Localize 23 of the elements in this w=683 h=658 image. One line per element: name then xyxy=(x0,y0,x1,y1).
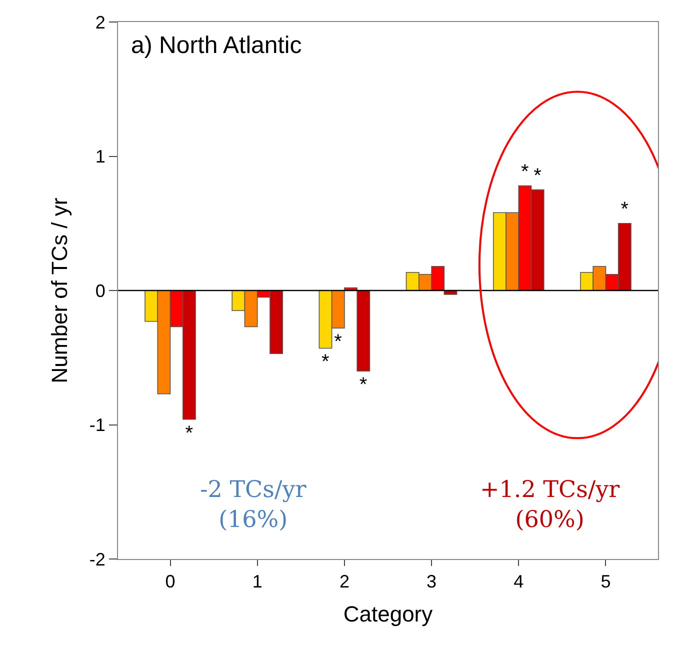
annotation: -2 TCs/yr (16%) xyxy=(200,477,306,533)
annotation: +1.2 TCs/yr (60%) xyxy=(480,477,620,533)
x-tick-label: 1 xyxy=(252,572,262,592)
data-label: * xyxy=(620,198,629,220)
y-tick-label: -1 xyxy=(89,415,106,436)
x-axis-title: Category xyxy=(343,602,433,626)
x-tick-label: 0 xyxy=(165,572,176,592)
y-tick-label: 2 xyxy=(95,12,106,32)
data-label: * xyxy=(185,422,194,444)
data-label: * xyxy=(334,331,342,354)
y-tick-label: -2 xyxy=(89,549,106,570)
y-tick-label: 0 xyxy=(95,280,106,301)
data-label: * xyxy=(534,164,542,187)
y-tick-label: 1 xyxy=(95,146,106,167)
y-axis-title: Number of TCs / yr xyxy=(47,198,72,384)
chart-title: a) North Atlantic xyxy=(131,32,302,59)
x-tick-label: 3 xyxy=(426,572,437,592)
data-label: * xyxy=(322,351,330,374)
data-label: * xyxy=(520,160,529,183)
data-label: * xyxy=(359,374,368,396)
x-tick-label: 2 xyxy=(339,572,350,592)
x-tick-label: 5 xyxy=(600,572,611,592)
x-tick-label: 4 xyxy=(514,572,524,592)
